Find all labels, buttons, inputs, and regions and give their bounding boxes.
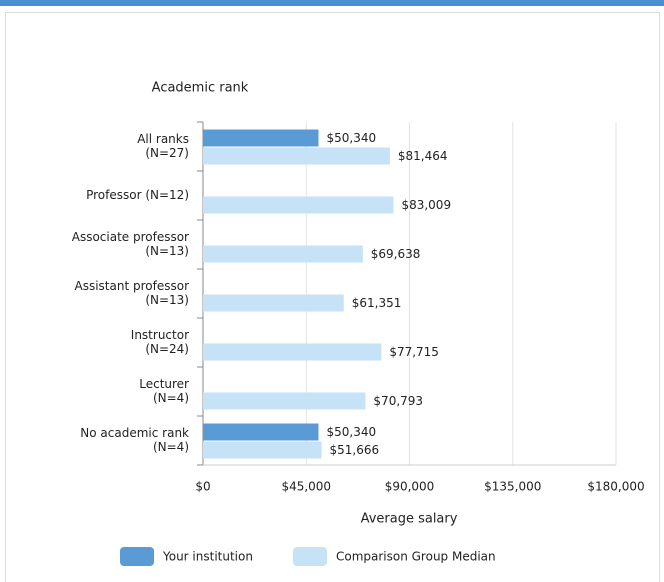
value-label: $83,009 bbox=[401, 198, 451, 212]
legend-label: Comparison Group Median bbox=[336, 550, 496, 564]
legend-swatch bbox=[292, 547, 327, 566]
y-tick-label: (N=27) bbox=[145, 146, 189, 160]
value-label: $61,351 bbox=[352, 296, 402, 310]
x-tick-label: $45,000 bbox=[281, 480, 331, 494]
y-tick-label: (N=13) bbox=[145, 244, 189, 258]
bar bbox=[203, 392, 366, 410]
x-axis-title: Average salary bbox=[361, 512, 458, 527]
y-axis-title: Academic rank bbox=[152, 81, 249, 96]
bar bbox=[203, 129, 319, 147]
y-tick-label: All ranks bbox=[137, 132, 189, 146]
y-tick-label: Instructor bbox=[131, 328, 189, 342]
value-label: $50,340 bbox=[327, 131, 377, 145]
value-label: $70,793 bbox=[373, 394, 423, 408]
value-label: $77,715 bbox=[389, 345, 439, 359]
bar bbox=[203, 343, 382, 361]
legend-swatch bbox=[120, 547, 154, 566]
bar bbox=[203, 196, 394, 214]
value-label: $50,340 bbox=[327, 425, 377, 439]
y-tick-label: Associate professor bbox=[72, 230, 189, 244]
x-tick-label: $180,000 bbox=[587, 480, 644, 494]
value-label: $81,464 bbox=[398, 149, 448, 163]
y-tick-label: (N=4) bbox=[153, 440, 189, 454]
bar bbox=[203, 294, 344, 312]
y-tick-label: (N=4) bbox=[153, 391, 189, 405]
y-tick-label: Lecturer bbox=[139, 377, 189, 391]
legend-label: Your institution bbox=[162, 550, 253, 564]
value-label: $51,666 bbox=[330, 443, 380, 457]
y-tick-label: Assistant professor bbox=[75, 279, 190, 293]
y-tick-label: (N=13) bbox=[145, 293, 189, 307]
y-tick-label: No academic rank bbox=[80, 426, 189, 440]
value-label: $69,638 bbox=[371, 247, 421, 261]
x-tick-label: $135,000 bbox=[484, 480, 541, 494]
bar bbox=[203, 245, 363, 263]
y-tick-label: (N=24) bbox=[145, 342, 189, 356]
x-tick-label: $90,000 bbox=[385, 480, 435, 494]
bar bbox=[203, 423, 319, 441]
bar bbox=[203, 441, 322, 459]
x-tick-label: $0 bbox=[195, 480, 210, 494]
top-bar bbox=[0, 0, 664, 6]
bar bbox=[203, 147, 390, 165]
y-tick-label: Professor (N=12) bbox=[86, 188, 189, 202]
